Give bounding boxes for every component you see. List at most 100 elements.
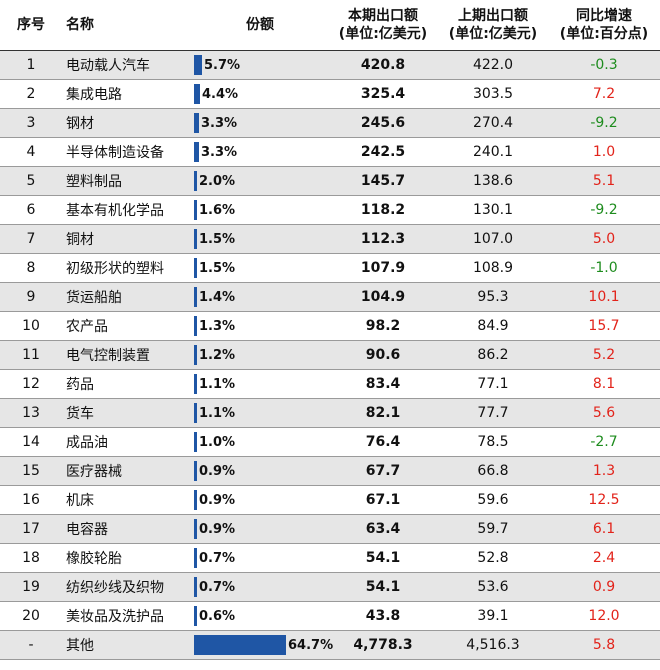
row-share: 0.7%	[192, 573, 328, 602]
row-share: 1.1%	[192, 370, 328, 399]
row-previous-export: 107.0	[472, 231, 514, 247]
row-name: 药品	[66, 377, 94, 393]
row-share: 1.0%	[192, 428, 328, 457]
row-previous-export: 59.6	[477, 492, 509, 508]
share-label: 0.7%	[199, 550, 236, 566]
row-share: 64.7%	[192, 631, 333, 660]
row-name: 医疗器械	[66, 464, 122, 480]
row-name: 铜材	[66, 232, 94, 248]
row-name: 纺织纱线及织物	[66, 580, 164, 596]
row-share: 0.6%	[192, 602, 328, 631]
share-label: 1.0%	[199, 434, 236, 450]
row-yoy-growth: -9.2	[590, 202, 618, 218]
share-bar	[194, 142, 199, 162]
row-previous-export: 78.5	[477, 434, 509, 450]
table-row: 10 农产品 1.3% 98.2 84.9 15.7	[0, 311, 660, 341]
row-name: 橡胶轮胎	[66, 551, 122, 567]
row-index: 14	[22, 434, 40, 450]
row-index: 6	[26, 202, 36, 218]
share-label: 1.5%	[199, 260, 236, 276]
table-row: 20 美妆品及洗护品 0.6% 43.8 39.1 12.0	[0, 601, 660, 631]
row-yoy-growth: -9.2	[590, 115, 618, 131]
row-previous-export: 130.1	[472, 202, 514, 218]
row-previous-export: 84.9	[477, 318, 509, 334]
row-yoy-growth: -1.0	[590, 260, 618, 276]
row-yoy-growth: 1.3	[592, 463, 616, 479]
row-current-export: 107.9	[360, 260, 406, 276]
share-bar	[194, 287, 197, 307]
row-current-export: 54.1	[365, 579, 401, 595]
row-share: 3.3%	[192, 138, 328, 167]
row-yoy-growth: 1.0	[592, 144, 616, 160]
row-yoy-growth: 8.1	[592, 376, 616, 392]
row-index: 8	[26, 260, 36, 276]
share-bar	[194, 345, 197, 365]
row-name: 初级形状的塑料	[66, 261, 164, 277]
header-name: 名称	[66, 17, 94, 33]
table-row: 19 纺织纱线及织物 0.7% 54.1 53.6 0.9	[0, 572, 660, 602]
share-label: 1.1%	[199, 405, 236, 421]
row-previous-export: 66.8	[477, 463, 509, 479]
row-index: 1	[26, 57, 36, 73]
row-index: 5	[26, 173, 36, 189]
row-index: 19	[22, 579, 40, 595]
header-current-unit: (单位:亿美元)	[338, 26, 428, 42]
row-yoy-growth: 5.0	[592, 231, 616, 247]
table-row: 16 机床 0.9% 67.1 59.6 12.5	[0, 485, 660, 515]
table-row: 13 货车 1.1% 82.1 77.7 5.6	[0, 398, 660, 428]
row-previous-export: 86.2	[477, 347, 509, 363]
row-yoy-growth: -2.7	[590, 434, 618, 450]
share-bar	[194, 229, 197, 249]
share-bar	[194, 548, 197, 568]
share-label: 0.9%	[199, 521, 236, 537]
table-body: 1 电动载人汽车 5.7% 420.8 422.0 -0.3 2 集成电路 4.4% 325.4 3…	[0, 50, 660, 660]
row-index: 20	[22, 608, 40, 624]
table-row: 7 铜材 1.5% 112.3 107.0 5.0	[0, 224, 660, 254]
row-name: 塑料制品	[66, 174, 122, 190]
share-bar	[194, 606, 197, 626]
header-share: 份额	[246, 17, 274, 33]
header-yoy-unit: (单位:百分点)	[559, 26, 649, 42]
table-row: 4 半导体制造设备 3.3% 242.5 240.1 1.0	[0, 137, 660, 167]
row-name: 其他	[66, 638, 94, 654]
share-bar	[194, 374, 197, 394]
row-name: 农产品	[66, 319, 108, 335]
row-name: 美妆品及洗护品	[66, 609, 164, 625]
row-name: 基本有机化学品	[66, 203, 164, 219]
share-bar	[194, 84, 200, 104]
share-label: 1.3%	[199, 318, 236, 334]
row-name: 货运船舶	[66, 290, 122, 306]
share-label: 0.9%	[199, 492, 236, 508]
row-current-export: 67.7	[365, 463, 401, 479]
table-row: 6 基本有机化学品 1.6% 118.2 130.1 -9.2	[0, 195, 660, 225]
share-label: 0.6%	[199, 608, 236, 624]
row-previous-export: 270.4	[472, 115, 514, 131]
row-yoy-growth: 5.2	[592, 347, 616, 363]
row-previous-export: 108.9	[472, 260, 514, 276]
row-share: 1.3%	[192, 312, 328, 341]
row-share: 1.6%	[192, 196, 328, 225]
row-index: 9	[26, 289, 36, 305]
share-bar	[194, 519, 197, 539]
row-yoy-growth: 7.2	[592, 86, 616, 102]
row-current-export: 112.3	[360, 231, 406, 247]
table-row: 9 货运船舶 1.4% 104.9 95.3 10.1	[0, 282, 660, 312]
row-current-export: 118.2	[360, 202, 406, 218]
row-share: 0.9%	[192, 486, 328, 515]
row-previous-export: 303.5	[472, 86, 514, 102]
row-share: 2.0%	[192, 167, 328, 196]
row-name: 半导体制造设备	[66, 145, 164, 161]
table-row: 18 橡胶轮胎 0.7% 54.1 52.8 2.4	[0, 543, 660, 573]
row-index: 13	[22, 405, 40, 421]
table-row: 17 电容器 0.9% 63.4 59.7 6.1	[0, 514, 660, 544]
row-share: 1.1%	[192, 399, 328, 428]
row-name: 钢材	[66, 116, 94, 132]
row-yoy-growth: 10.1	[588, 289, 620, 305]
header-previous-unit: (单位:亿美元)	[448, 26, 538, 42]
header-previous: 上期出口额 (单位:亿美元)	[438, 0, 548, 51]
row-name: 货车	[66, 406, 94, 422]
row-previous-export: 138.6	[472, 173, 514, 189]
share-label: 3.3%	[201, 144, 238, 160]
table-row: 1 电动载人汽车 5.7% 420.8 422.0 -0.3	[0, 50, 660, 80]
share-label: 1.2%	[199, 347, 236, 363]
